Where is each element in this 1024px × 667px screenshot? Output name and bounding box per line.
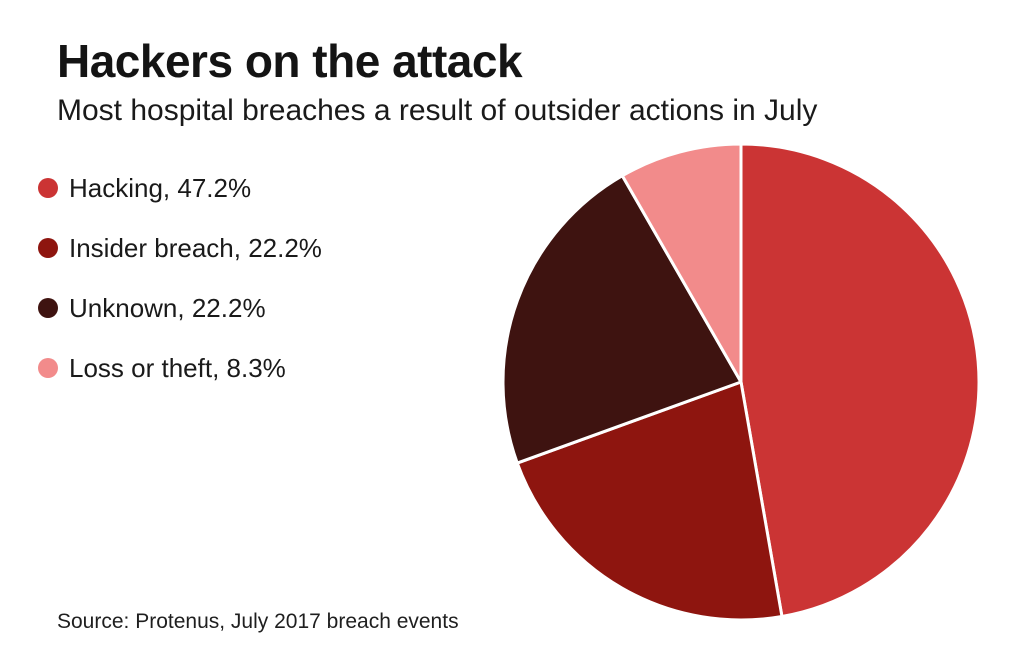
pie-slice-hacking xyxy=(739,142,981,618)
legend-label-hacking: Hacking, 47.2% xyxy=(69,172,252,203)
legend-label-loss-or-theft: Loss or theft, 8.3% xyxy=(69,352,286,383)
legend-dot-hacking xyxy=(38,178,58,198)
legend-item-unknown: Unknown, 22.2% xyxy=(38,278,322,338)
legend-dot-unknown xyxy=(38,298,58,318)
legend-label-insider-breach: Insider breach, 22.2% xyxy=(69,232,322,263)
pie-slice-unknown xyxy=(501,174,743,465)
legend: Hacking, 47.2% Insider breach, 22.2% Unk… xyxy=(38,158,322,398)
pie-slice-loss-or-theft xyxy=(620,142,743,384)
legend-item-hacking: Hacking, 47.2% xyxy=(38,158,322,218)
legend-item-insider-breach: Insider breach, 22.2% xyxy=(38,218,322,278)
pie-chart xyxy=(491,132,991,632)
legend-dot-insider-breach xyxy=(38,238,58,258)
chart-title: Hackers on the attack xyxy=(57,35,523,87)
legend-item-loss-or-theft: Loss or theft, 8.3% xyxy=(38,338,322,398)
pie-slice-insider-breach xyxy=(515,380,784,622)
legend-label-unknown: Unknown, 22.2% xyxy=(69,292,266,323)
chart-subtitle: Most hospital breaches a result of outsi… xyxy=(57,94,818,127)
pie-chart-svg xyxy=(501,142,981,622)
source-note: Source: Protenus, July 2017 breach event… xyxy=(57,610,459,633)
legend-dot-loss-or-theft xyxy=(38,358,58,378)
